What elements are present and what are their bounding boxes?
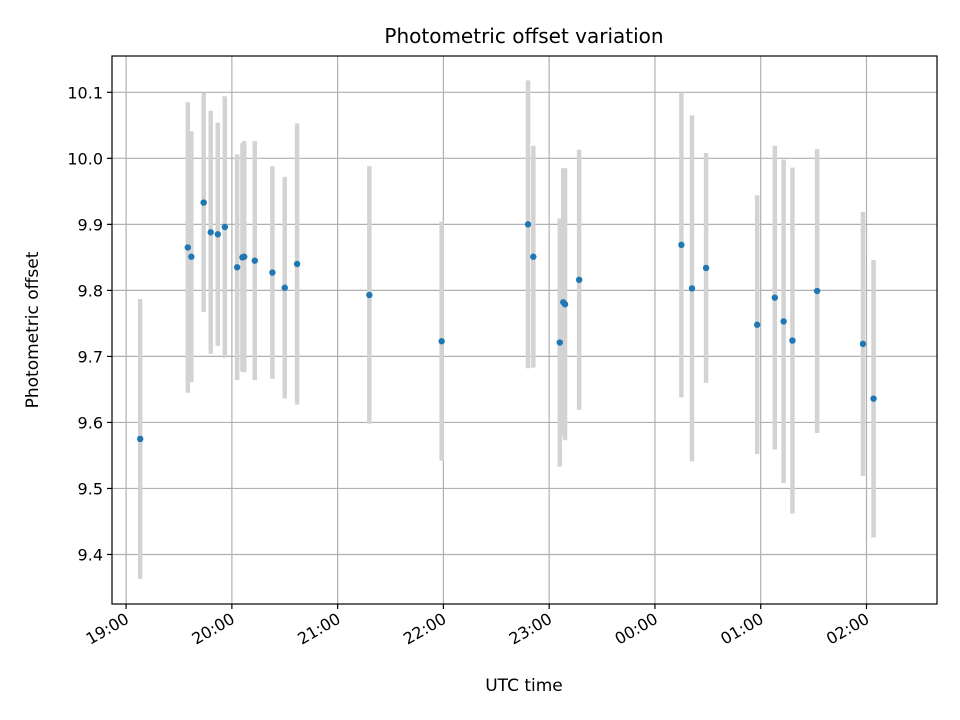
y-tick-label: 10.0: [67, 149, 103, 168]
data-point: [771, 294, 779, 301]
chart-title: Photometric offset variation: [384, 24, 663, 48]
data-point: [530, 253, 537, 260]
data-point: [688, 285, 696, 292]
plot-frame: [111, 55, 938, 605]
data-point: [200, 199, 207, 206]
data-point: [702, 264, 710, 272]
data-point: [859, 340, 867, 348]
data-points: [137, 199, 877, 443]
data-point: [438, 338, 445, 345]
data-point: [678, 241, 685, 249]
data-point: [789, 337, 796, 344]
data-point: [366, 291, 373, 299]
data-point: [813, 287, 821, 295]
data-point: [207, 229, 214, 236]
y-axis-label: Photometric offset: [23, 251, 43, 408]
data-point: [293, 260, 301, 268]
data-point: [188, 253, 195, 260]
y-tick-label: 9.6: [78, 413, 103, 432]
data-point: [556, 339, 563, 346]
data-point: [137, 435, 144, 443]
data-point: [561, 301, 569, 308]
y-tick-label: 9.7: [78, 347, 103, 366]
data-point: [870, 395, 877, 402]
y-tick-label: 9.4: [78, 545, 103, 564]
data-point: [281, 284, 288, 291]
data-point: [184, 244, 192, 251]
data-point: [214, 231, 221, 238]
data-point: [241, 253, 248, 260]
y-tick-label: 9.8: [78, 281, 103, 300]
grid: [112, 56, 937, 604]
data-point: [221, 223, 229, 231]
x-axis-label: UTC time: [485, 676, 563, 696]
data-point: [251, 257, 258, 264]
data-point: [575, 276, 583, 284]
data-point: [753, 321, 761, 328]
y-tick-label: 9.5: [78, 479, 103, 498]
data-point: [524, 221, 532, 228]
y-tick-label: 9.9: [78, 215, 103, 234]
y-tick-label: 10.1: [67, 83, 103, 102]
data-point: [233, 264, 241, 271]
data-point: [780, 318, 787, 325]
data-point: [269, 269, 276, 276]
